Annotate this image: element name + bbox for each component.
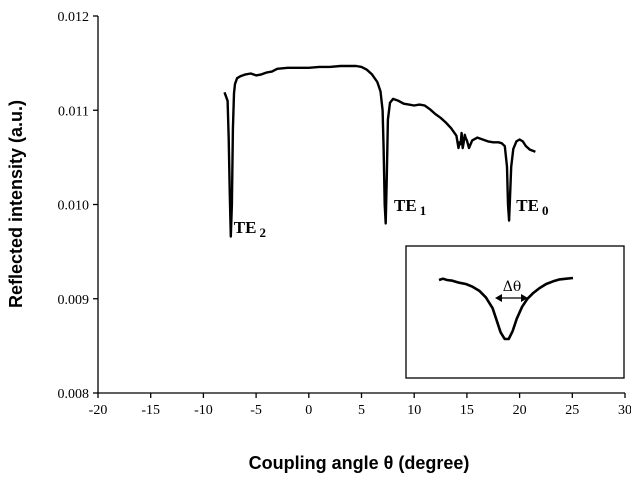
x-tick-label: -10 xyxy=(194,403,213,418)
x-tick-label: 25 xyxy=(565,403,579,418)
y-tick-label: 0.011 xyxy=(58,104,89,119)
x-tick-label: 15 xyxy=(460,403,474,418)
mode-label-te2: TE 2 xyxy=(234,218,266,240)
x-tick-label: 0 xyxy=(305,403,312,418)
series-line xyxy=(223,64,536,238)
mode-label-te1: TE 1 xyxy=(394,196,426,218)
x-tick-label: 5 xyxy=(358,403,365,418)
y-tick-label: 0.012 xyxy=(58,10,90,25)
y-tick-label: 0.009 xyxy=(58,293,90,308)
y-tick-label: 0.008 xyxy=(58,387,90,402)
y-axis-ticks: 0.008 0.009 0.010 0.011 0.012 xyxy=(58,10,98,402)
x-tick-label: -15 xyxy=(141,403,160,418)
mode-label-te0: TE 0 xyxy=(516,196,548,218)
inset-curve xyxy=(438,276,574,341)
x-tick-label: -5 xyxy=(250,403,262,418)
x-axis-ticks: -20 -15 -10 -5 0 5 10 15 20 25 30 xyxy=(89,393,631,418)
inset-box xyxy=(405,245,625,379)
x-tick-label: 10 xyxy=(407,403,421,418)
mode-labels: TE 2 TE 1 TE 0 xyxy=(234,196,549,240)
inset-delta-theta-label: Δθ xyxy=(503,279,522,295)
y-axis-title: Reflected intensity (a.u.) xyxy=(6,100,26,308)
x-tick-label: -20 xyxy=(89,403,108,418)
y-tick-label: 0.010 xyxy=(58,199,90,214)
x-axis-title: Coupling angle θ (degree) xyxy=(249,453,470,473)
x-tick-label: 30 xyxy=(618,403,631,418)
inset-width-arrow xyxy=(495,294,528,302)
x-tick-label: 20 xyxy=(513,403,527,418)
